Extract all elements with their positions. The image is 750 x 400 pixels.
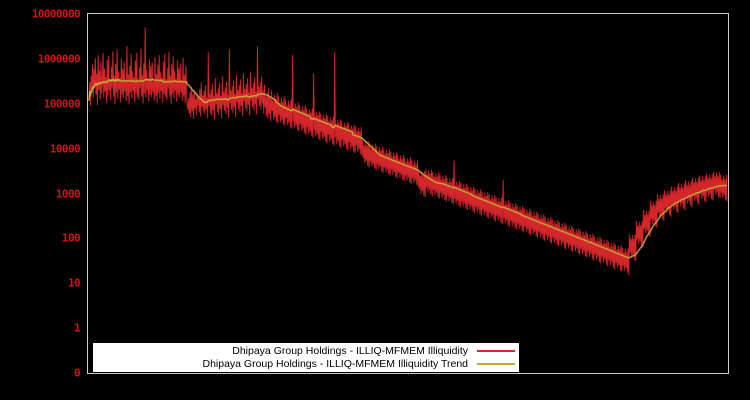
legend-label-illiquidity: Dhipaya Group Holdings - ILLIQ-MFMEM Ill… [232,344,468,357]
y-tick-label: 1000000 [37,52,81,66]
legend-label-illiquidity-trend: Dhipaya Group Holdings - ILLIQ-MFMEM Ill… [202,357,468,370]
y-axis: 10000000 1000000 100000 10000 1000 100 10 1 0 [0,0,87,400]
plot-area [87,13,729,374]
legend-swatch-illiquidity [477,350,515,352]
legend-entry-illiquidity-trend: Dhipaya Group Holdings - ILLIQ-MFMEM Ill… [93,358,519,371]
y-tick-label: 1 [73,321,81,335]
y-tick-label: 100000 [43,97,81,111]
y-tick-label: 100 [61,231,81,245]
legend-entry-illiquidity: Dhipaya Group Holdings - ILLIQ-MFMEM Ill… [93,345,519,358]
legend-swatch-illiquidity-trend [477,363,515,365]
y-tick-label: 1000 [55,187,81,200]
y-tick-label: 0 [73,366,81,380]
y-tick-label: 10000000 [31,7,81,21]
y-tick-label: 10 [67,276,81,290]
chart-legend: Dhipaya Group Holdings - ILLIQ-MFMEM Ill… [93,343,519,372]
y-tick-label: 10000 [49,142,81,156]
chart-plot-canvas [88,14,728,373]
